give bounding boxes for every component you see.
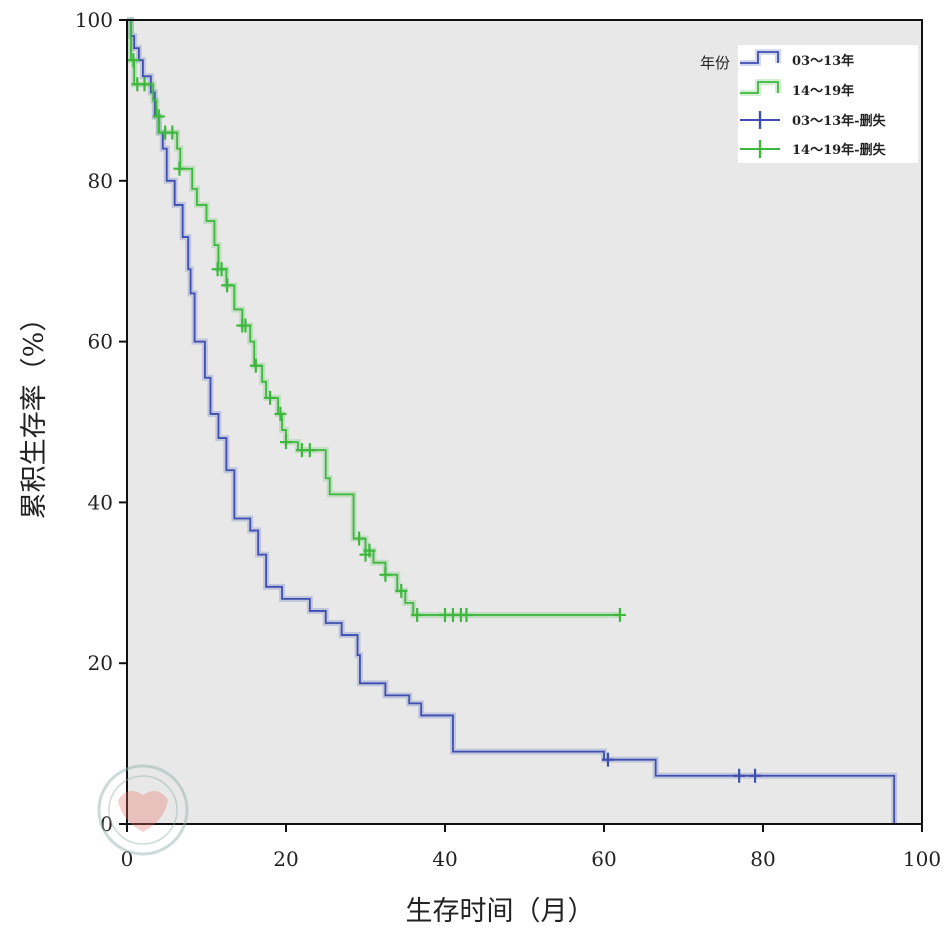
x-tick-label: 60: [591, 847, 616, 871]
censor-mark: [411, 607, 424, 622]
censor-mark: [239, 318, 252, 333]
censor-mark: [460, 607, 473, 622]
censor-mark: [280, 435, 292, 450]
legend-label: 03～13年: [792, 53, 854, 69]
censor-mark: [274, 406, 287, 421]
x-tick-label: 0: [121, 847, 134, 871]
y-tick-label: 80: [88, 169, 113, 193]
x-tick-label: 100: [903, 847, 941, 871]
legend-item: 14～19年: [740, 79, 854, 99]
series-line: [127, 19, 896, 824]
censor-mark: [353, 531, 366, 546]
censor-mark: [601, 752, 614, 767]
censor-mark: [152, 109, 165, 124]
censor-mark: [127, 53, 140, 68]
y-tick-label: 40: [88, 490, 113, 514]
censor-mark: [264, 390, 277, 405]
legend-swatch: [740, 51, 779, 64]
censor-mark: [749, 768, 762, 783]
legend-title: 年份: [700, 54, 730, 72]
censor-mark: [363, 543, 376, 558]
y-axis-title: 累积生存率（%）: [19, 305, 50, 520]
censor-mark: [733, 768, 746, 783]
y-tick-label: 60: [88, 330, 113, 354]
legend-item: 14～19年-删失: [740, 140, 887, 158]
axis-ticks-layer: [119, 19, 923, 832]
censor-mark: [215, 262, 228, 277]
censor-mark: [221, 278, 234, 293]
censor-mark: [613, 607, 626, 622]
series-layer: [127, 17, 898, 824]
censor-mark: [249, 358, 262, 373]
y-tick-label: 0: [100, 812, 113, 836]
censor-mark: [379, 567, 392, 582]
y-tick-label: 100: [75, 8, 113, 32]
x-tick-label: 40: [432, 847, 457, 871]
tick-labels-layer: 0 20 40 60 80 100 0 20 40 60 80 100: [75, 8, 941, 871]
legend-label: 14～19年-删失: [792, 142, 887, 158]
censor-mark: [303, 443, 316, 458]
x-tick-label: 80: [750, 847, 775, 871]
watermark-seal: [97, 764, 189, 856]
censor-mark: [166, 125, 179, 140]
legend-item: 03～13年: [740, 49, 854, 69]
legend-label: 14～19年: [792, 83, 854, 99]
legend-swatch: [740, 81, 779, 94]
x-tick-label: 20: [273, 847, 298, 871]
censor-mark: [173, 161, 186, 176]
x-axis-title: 生存时间（月）: [406, 896, 595, 927]
legend-background: [738, 45, 918, 163]
legend-item: 03～13年-删失: [740, 111, 887, 129]
y-tick-label: 20: [88, 651, 113, 675]
censor-mark: [395, 583, 408, 598]
legend-items: 03～13年 14～19年 03～13年-删失 14～19年-删失: [740, 49, 887, 158]
plot-frame: [126, 19, 923, 825]
censor-mark: [138, 77, 151, 92]
legend: 年份 03～13年 14～19年 03～13年-删失 14～19年-删失: [700, 45, 918, 163]
legend-label: 03～13年-删失: [792, 113, 887, 129]
